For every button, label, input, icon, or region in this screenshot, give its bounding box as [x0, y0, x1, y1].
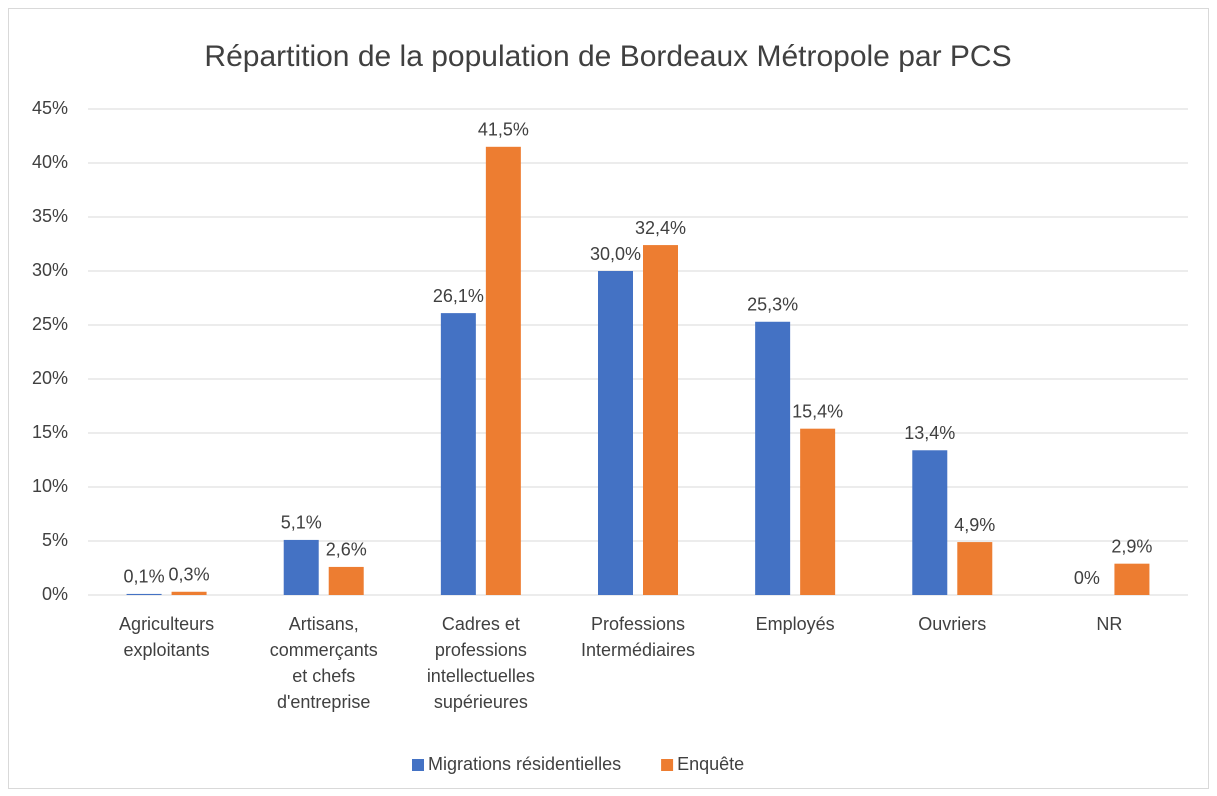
data-label: 32,4%	[635, 218, 686, 238]
x-tick-label: d'entreprise	[277, 692, 371, 712]
x-tick-label: Cadres et	[442, 614, 520, 634]
data-label: 25,3%	[747, 295, 798, 315]
bar	[643, 245, 678, 595]
bar	[957, 542, 993, 595]
x-tick-label: et chefs	[292, 666, 355, 686]
data-label: 0%	[1074, 568, 1100, 588]
bar	[755, 321, 791, 595]
x-tick-label: professions	[435, 640, 527, 660]
y-tick-label: 15%	[32, 422, 68, 442]
bar	[126, 593, 162, 595]
x-tick-label: Professions	[591, 614, 685, 634]
bar	[440, 313, 476, 595]
x-tick-label: NR	[1096, 614, 1122, 634]
y-tick-label: 35%	[32, 206, 68, 226]
bar	[171, 591, 207, 595]
bar	[800, 428, 836, 595]
legend-swatch	[412, 759, 424, 771]
data-label: 0,3%	[169, 565, 210, 585]
bar	[598, 271, 633, 595]
data-label: 41,5%	[478, 120, 529, 140]
bar	[1114, 563, 1150, 595]
data-label: 5,1%	[281, 513, 322, 533]
y-tick-label: 40%	[32, 152, 68, 172]
x-tick-label: Intermédiaires	[581, 640, 695, 660]
data-label: 15,4%	[792, 401, 843, 421]
bar	[328, 566, 364, 595]
x-tick-label: supérieures	[434, 692, 528, 712]
x-tick-label: Agriculteurs	[119, 614, 214, 634]
x-tick-label: Ouvriers	[918, 614, 986, 634]
y-tick-label: 5%	[42, 530, 68, 550]
data-label: 0,1%	[124, 567, 165, 587]
data-label: 26,1%	[433, 286, 484, 306]
y-tick-label: 25%	[32, 314, 68, 334]
x-tick-label: commerçants	[270, 640, 378, 660]
data-label: 4,9%	[954, 515, 995, 535]
data-label: 30,0%	[590, 244, 641, 264]
y-tick-label: 20%	[32, 368, 68, 388]
legend-label: Migrations résidentielles	[428, 754, 621, 774]
legend-label: Enquête	[677, 754, 744, 774]
y-tick-label: 0%	[42, 584, 68, 604]
data-label: 13,4%	[904, 423, 955, 443]
y-tick-label: 45%	[32, 98, 68, 118]
bar	[485, 146, 521, 596]
data-label: 2,6%	[326, 540, 367, 560]
chart-title: Répartition de la population de Bordeaux…	[204, 40, 1011, 73]
y-tick-label: 30%	[32, 260, 68, 280]
data-label: 2,9%	[1111, 536, 1152, 556]
legend-swatch	[661, 759, 674, 771]
x-tick-label: Employés	[756, 614, 835, 634]
bar	[912, 450, 948, 595]
x-tick-label: exploitants	[124, 640, 210, 660]
x-tick-label: Artisans,	[289, 614, 359, 634]
x-tick-label: intellectuelles	[427, 666, 535, 686]
y-tick-label: 10%	[32, 476, 68, 496]
bar	[283, 539, 319, 595]
